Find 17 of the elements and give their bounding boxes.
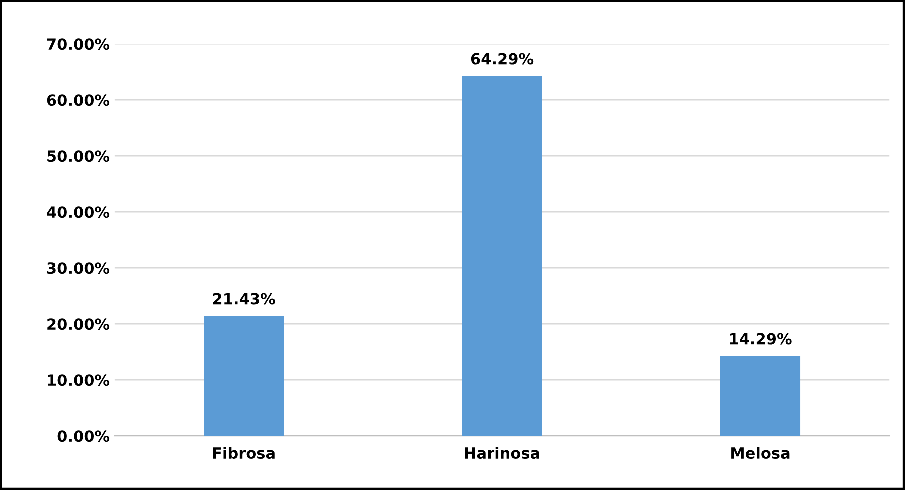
y-tick-label: 40.00% bbox=[47, 206, 110, 218]
bar bbox=[204, 316, 284, 436]
y-tick-label: 20.00% bbox=[48, 318, 110, 330]
data-label: 64.29% bbox=[471, 53, 534, 65]
x-tick-label: Melosa bbox=[732, 447, 790, 460]
data-label: 21.43% bbox=[213, 293, 276, 305]
y-tick-label: 70.00% bbox=[47, 38, 110, 50]
x-tick-label: Fibrosa bbox=[213, 447, 275, 460]
y-tick-label: 50.00% bbox=[48, 150, 110, 162]
y-tick-label: 10.00% bbox=[48, 374, 110, 386]
data-label: 14.29% bbox=[730, 333, 792, 345]
y-tick-label: 60.00% bbox=[47, 94, 110, 106]
bar bbox=[462, 76, 542, 436]
bar bbox=[720, 356, 801, 436]
y-tick-label: 0.00% bbox=[58, 430, 110, 442]
x-tick-label: Harinosa bbox=[465, 447, 540, 460]
y-tick-label: 30.00% bbox=[47, 262, 110, 274]
